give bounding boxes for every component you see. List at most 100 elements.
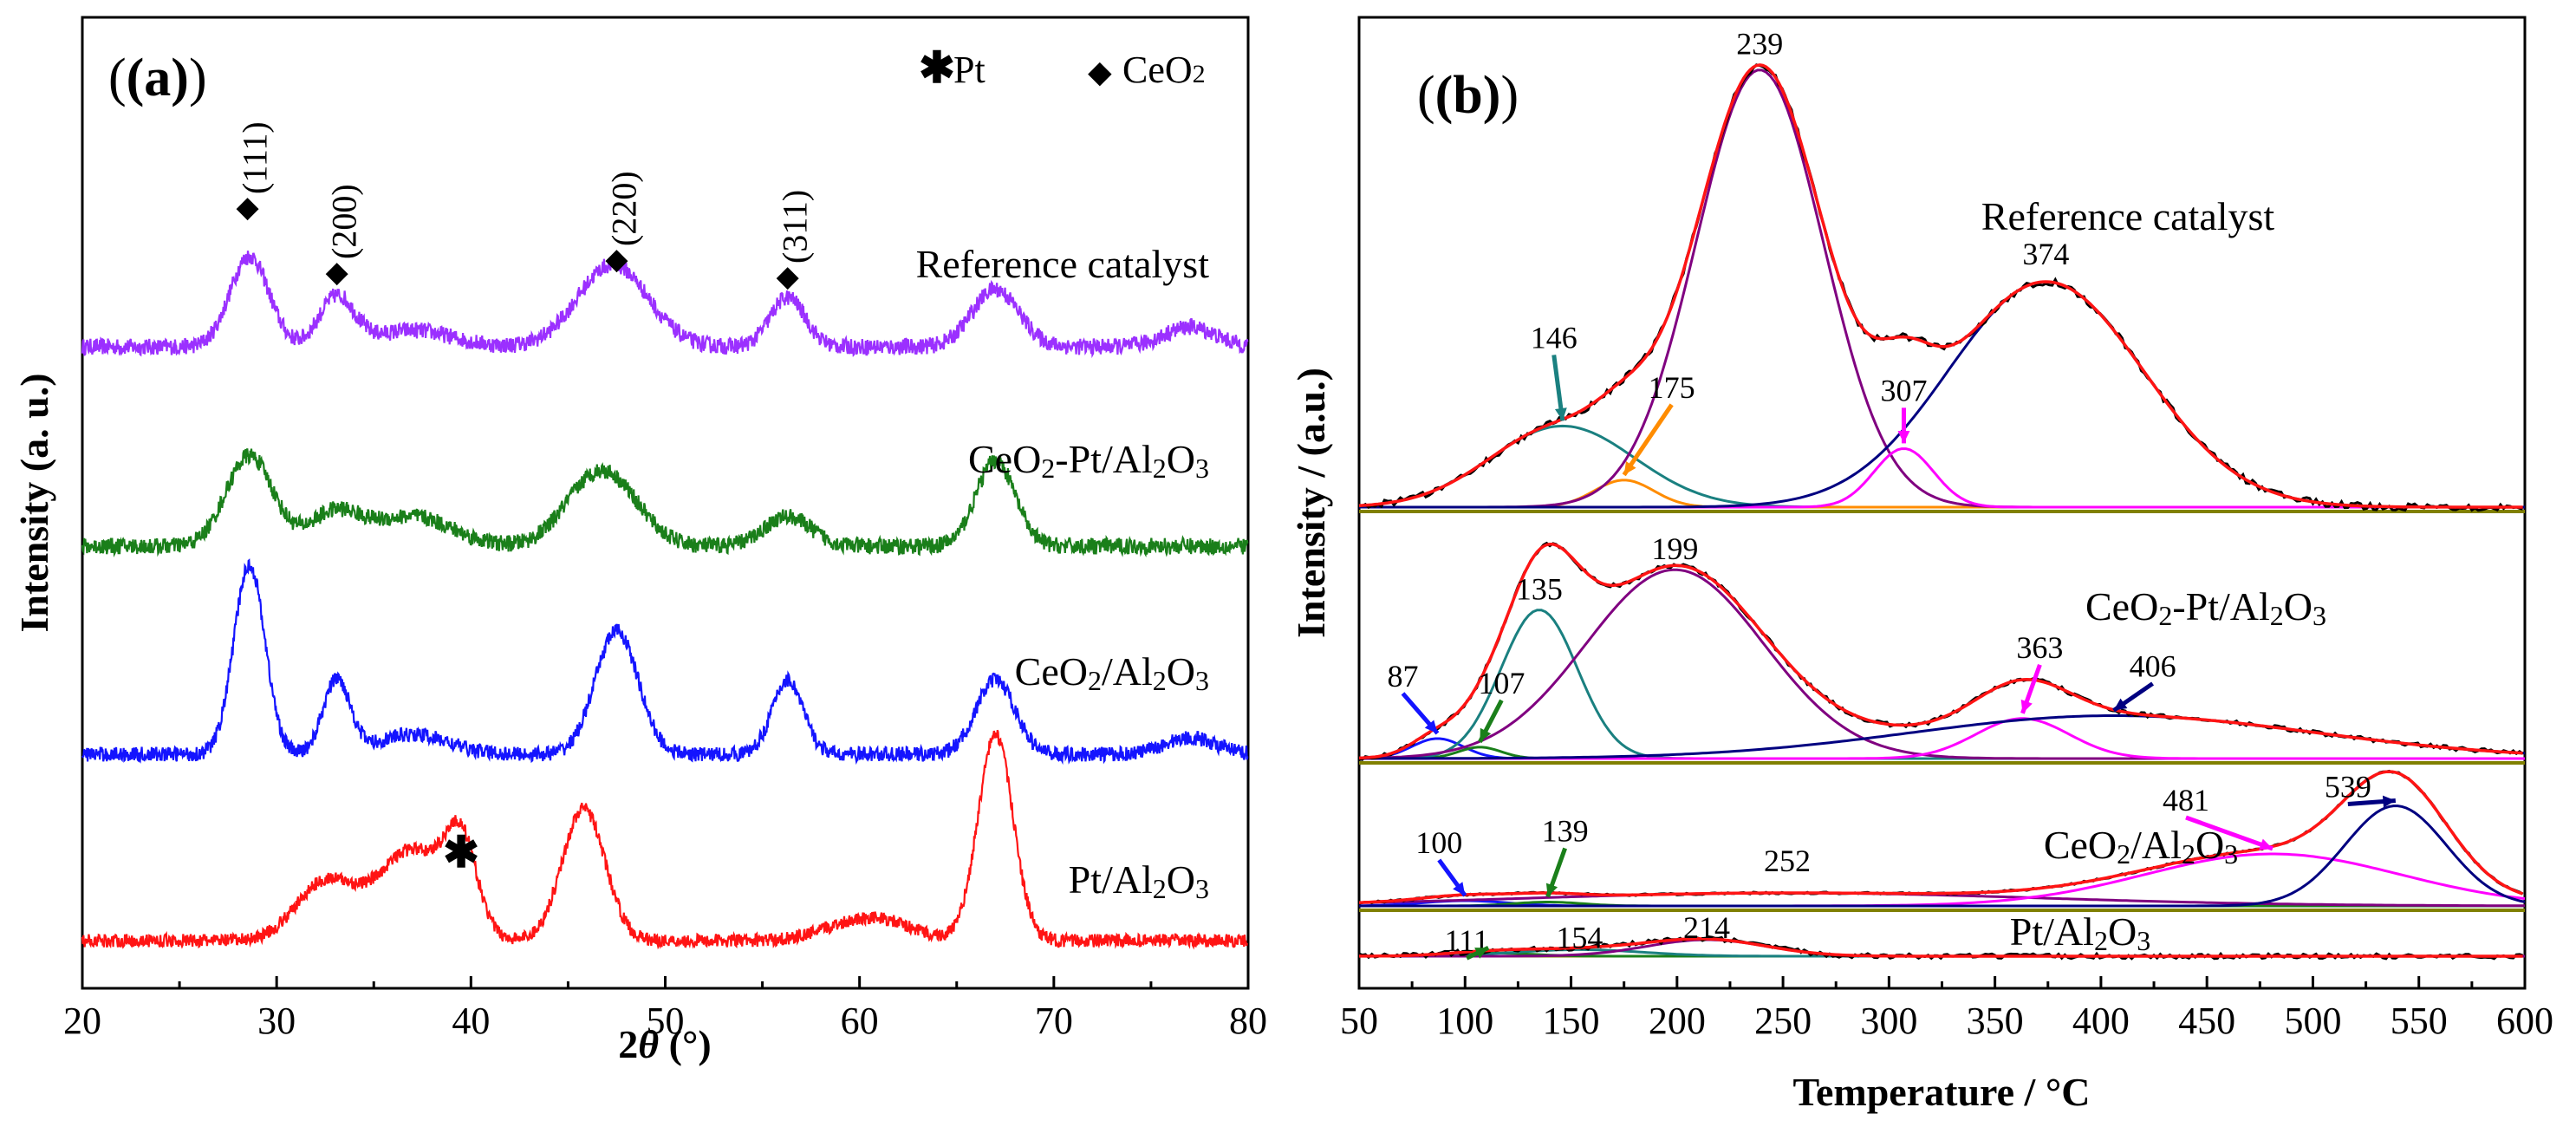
tpr-component-peak	[1358, 424, 2525, 509]
tpr-component-peak	[1359, 805, 2526, 908]
panel-a-y-axis-title: Intensity (a. u.)	[12, 373, 56, 632]
xrd-series-line	[81, 729, 1248, 950]
tpr-sample-label: Reference catalyst	[1981, 194, 2275, 238]
tpr-peak-arrow	[1622, 403, 1674, 477]
a-x-tick-label: 30	[257, 1000, 296, 1042]
xrd-series-label: CeO2-Pt/Al2O3	[968, 437, 1209, 484]
b-x-tick-label: 550	[2391, 1000, 2448, 1042]
b-x-tick-label: 150	[1543, 1000, 1600, 1042]
a-x-tick-label: 50	[647, 1000, 685, 1042]
a-x-tick-label: 70	[1035, 1000, 1073, 1042]
b-x-tick-label: 400	[2072, 1000, 2130, 1042]
b-x-tick-label: 600	[2496, 1000, 2553, 1042]
tpr-peak-label: 154	[1556, 920, 1603, 954]
xrd-series-label: CeO2/Al2O3	[1015, 649, 1209, 696]
reflection-hkl-label: (311)	[776, 190, 815, 264]
tpr-peak-label: 87	[1387, 659, 1418, 694]
tpr-fitted-line	[1358, 63, 2523, 509]
panel-a-reflection-markers: ◆(111)◆(200)◆(220)◆(311)✱	[236, 121, 815, 876]
tpr-peak-label: 139	[1542, 814, 1589, 849]
b-x-tick-label: 300	[1860, 1000, 1917, 1042]
legend-ceo2-label: CeO2	[1122, 49, 1206, 91]
tpr-peak-label: 199	[1651, 531, 1698, 566]
tpr-peak-label: 135	[1516, 571, 1563, 606]
tpr-component-peak	[1359, 280, 2525, 509]
tpr-fitted-line	[1359, 937, 2523, 958]
b-x-tick-label: 250	[1754, 1000, 1812, 1042]
tpr-peak-arrow	[2185, 815, 2274, 851]
tpr-sample-label: CeO2/Al2O3	[2044, 823, 2238, 870]
tpr-peak-label: 252	[1764, 844, 1811, 878]
panel-a-x-axis-title: 2θ (°)	[618, 1022, 711, 1066]
tpr-peak-label: 406	[2130, 649, 2176, 684]
a-x-tick-label: 40	[452, 1000, 490, 1042]
ceo2-reflection-marker: ◆	[236, 192, 259, 224]
panel-a-legend: ✱ Pt ◆ CeO2	[919, 43, 1206, 92]
pt-reflection-marker: ✱	[443, 828, 479, 876]
a-x-tick-label: 20	[63, 1000, 101, 1042]
reflection-hkl-label: (200)	[325, 184, 364, 259]
b-x-tick-label: 500	[2284, 1000, 2341, 1042]
tpr-peak-arrowhead	[2113, 698, 2128, 711]
reflection-hkl-label: (111)	[236, 121, 275, 194]
reflection-hkl-label: (220)	[604, 171, 643, 246]
tpr-sample-label: CeO2-Pt/Al2O3	[2085, 584, 2326, 631]
tpr-peak-arrowhead	[2382, 795, 2396, 808]
xrd-series-line	[81, 448, 1249, 558]
tpr-peak-label: 481	[2163, 783, 2209, 818]
tpr-peak-arrowhead	[1623, 460, 1636, 475]
tpr-fitted-line	[1358, 770, 2524, 904]
tpr-peak-label: 374	[2022, 237, 2069, 271]
tpr-peak-label: 146	[1531, 320, 1577, 355]
tpr-peak-label: 363	[2016, 630, 2063, 665]
panel-b-letter: (b)	[1435, 66, 1501, 125]
tpr-component-peak	[1359, 447, 2525, 509]
tpr-peak-arrowhead	[1453, 882, 1466, 896]
tpr-peak-arrowhead	[1474, 948, 1489, 959]
panel-b-x-axis-title: Temperature / °C	[1793, 1070, 2091, 1114]
a-x-tick-label: 80	[1229, 1000, 1267, 1042]
b-x-tick-label: 200	[1649, 1000, 1706, 1042]
panel-a-label: ((a))	[108, 49, 207, 107]
tpr-peak-label: 539	[2325, 770, 2371, 805]
panel-a-xrd: 20 30 40 50 60 70 80 ◆(111)◆(200)◆(220)◆(311)✱…	[12, 16, 1267, 1066]
legend-ceo2-symbol: ◆	[1088, 55, 1112, 89]
tpr-peak-label: 214	[1683, 910, 1730, 945]
tpr-sample-label: Pt/Al2O3	[2010, 909, 2150, 956]
ceo2-reflection-marker: ◆	[605, 244, 628, 276]
tpr-peak-label: 307	[1880, 373, 1927, 407]
tpr-peak-label: 100	[1415, 825, 1462, 860]
tpr-peak-arrowhead	[2020, 699, 2033, 713]
b-x-tick-label: 450	[2178, 1000, 2235, 1042]
panel-a-sample-labels: Reference catalyst CeO2-Pt/Al2O3 CeO2/Al2O…	[916, 242, 1210, 904]
tpr-peak-arrowhead	[1480, 727, 1492, 742]
b-x-tick-label: 350	[1967, 1000, 2024, 1042]
panel-b-label: ((b))	[1417, 66, 1519, 125]
panel-b-x-ticks: 50 100 150 200 250 300 350 400 450 500 550 600	[1340, 976, 2553, 1042]
tpr-peak-label: 175	[1649, 370, 1695, 405]
tpr-peak-label: 107	[1478, 666, 1525, 700]
tpr-component-peak	[1358, 891, 2525, 908]
tpr-component-peak	[1359, 717, 2525, 760]
tpr-peak-arrowhead	[2259, 838, 2273, 850]
tpr-peak-arrowhead	[1424, 720, 1438, 733]
xrd-series-label: Reference catalyst	[916, 242, 1210, 286]
b-x-tick-label: 100	[1436, 1000, 1493, 1042]
a-x-tick-label: 60	[841, 1000, 879, 1042]
tpr-peak-arrowhead	[1897, 430, 1910, 444]
xrd-series-label: Pt/Al2O3	[1069, 857, 1209, 904]
panel-b-curves	[1358, 63, 2526, 961]
tpr-component-peak	[1359, 68, 2525, 509]
panel-a-curves	[81, 251, 1249, 950]
panel-b-tpr: 50 100 150 200 250 300 350 400 450 500 550 600 1461…	[1289, 16, 2553, 1114]
tpr-peak-label: 239	[1736, 27, 1783, 62]
legend-pt-label: Pt	[953, 49, 986, 91]
xrd-series-line	[81, 251, 1249, 359]
ceo2-reflection-marker: ◆	[326, 257, 349, 289]
legend-pt-symbol: ✱	[919, 43, 955, 92]
panel-a-x-ticks: 20 30 40 50 60 70 80	[63, 976, 1267, 1042]
tpr-peak-arrowhead	[1545, 883, 1558, 897]
tpr-fitted-line	[1358, 542, 2523, 760]
